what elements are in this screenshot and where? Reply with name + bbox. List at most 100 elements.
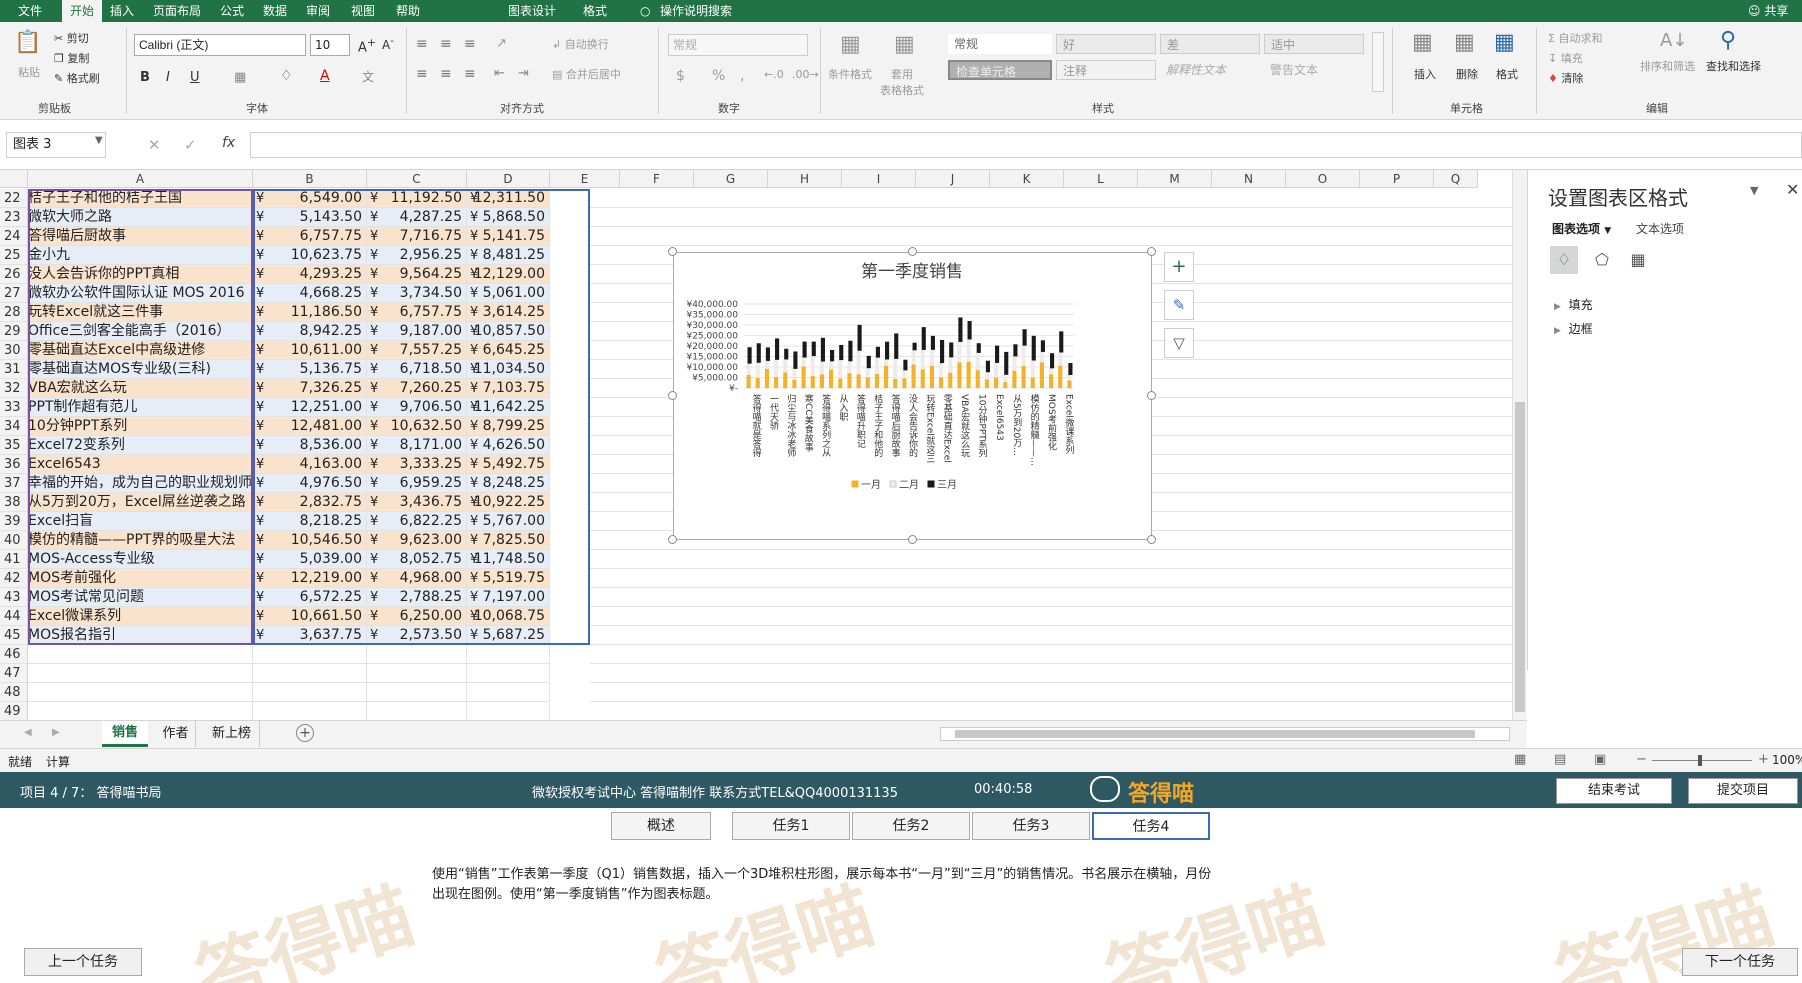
row-header[interactable]: 27 [0,284,28,303]
row-header[interactable]: 48 [0,683,28,702]
sheet-tab-new-list[interactable]: 新上榜 [204,721,260,747]
cell-mar[interactable]: 8,481.25 [467,246,550,265]
column-header-o[interactable]: O [1286,170,1360,188]
cell-title[interactable]: MOS考前强化 [28,569,253,588]
find-select-button[interactable]: 查找和选择 [1706,60,1761,73]
cell-title[interactable]: Excel72变系列 [28,436,253,455]
row-header[interactable]: 34 [0,417,28,436]
row-header[interactable]: 30 [0,341,28,360]
cell-feb[interactable]: 3,734.50 [367,284,467,303]
cell-title[interactable] [28,664,253,683]
cell-feb[interactable]: 7,557.25 [367,341,467,360]
row-header[interactable]: 38 [0,493,28,512]
task-tab-2[interactable]: 任务2 [852,812,970,840]
empty-cells[interactable] [590,626,1512,645]
menu-data[interactable]: 数据 [263,4,288,18]
cell-jan[interactable] [253,645,367,664]
italic-button[interactable]: I [166,70,170,85]
cell-mar[interactable]: 12,311.50 [467,189,550,208]
cell-feb[interactable]: 8,052.75 [367,550,467,569]
cell-mar[interactable]: 6,645.25 [467,341,550,360]
fill-color-icon[interactable]: ♢ [280,68,293,84]
cell-feb[interactable]: 10,632.50 [367,417,467,436]
empty-cells[interactable] [590,550,1512,569]
phonetic-icon[interactable]: 文 [362,70,375,84]
horizontal-scrollbar[interactable] [940,727,1510,741]
share-button[interactable]: ☺ 共享 [1740,0,1796,22]
normal-view-icon[interactable]: ▦ [1514,752,1527,767]
cell-feb[interactable]: 4,968.00 [367,569,467,588]
empty-cells[interactable] [590,645,1512,664]
zoom-level[interactable]: 100% [1772,753,1802,767]
cell-feb[interactable]: 2,788.25 [367,588,467,607]
cell-feb[interactable]: 6,757.75 [367,303,467,322]
style-explanatory[interactable]: 解释性文本 [1166,63,1227,77]
cell-title[interactable]: 模仿的精髓——PPT界的吸星大法 [28,531,253,550]
cell-feb[interactable]: 9,706.50 [367,398,467,417]
cell-mar[interactable]: 3,614.25 [467,303,550,322]
column-header-c[interactable]: C [367,170,467,188]
vertical-scrollbar[interactable] [1512,170,1527,720]
insert-function-button[interactable]: fx [222,135,236,151]
column-header-j[interactable]: J [916,170,990,188]
align-center-icon[interactable]: ≡ [440,66,452,82]
menu-format[interactable]: 格式 [583,4,608,18]
next-sheet-icon[interactable]: ▶ [52,727,60,738]
empty-cells[interactable] [590,208,1512,227]
row-header[interactable]: 33 [0,398,28,417]
cell-mar[interactable]: 12,129.00 [467,265,550,284]
font-color-icon[interactable]: A [320,68,330,84]
menu-help[interactable]: 帮助 [396,4,421,18]
column-header-f[interactable]: F [620,170,694,188]
cell-mar[interactable]: 10,922.25 [467,493,550,512]
align-right-icon[interactable]: ≡ [464,66,476,82]
number-format-select[interactable]: 常规 [668,34,808,56]
bold-button[interactable]: B [140,70,150,85]
cell-title[interactable]: 幸福的开始，成为自己的职业规划师 [28,474,253,493]
cell-mar[interactable] [467,645,550,664]
cell-mar[interactable]: 5,687.25 [467,626,550,645]
sheet-tab-authors[interactable]: 作者 [156,721,196,747]
empty-cells[interactable] [590,588,1512,607]
effects-icon[interactable]: ⬠ [1595,250,1609,269]
underline-button[interactable]: U [190,70,200,85]
cell-title[interactable] [28,683,253,702]
row-header[interactable]: 32 [0,379,28,398]
row-header[interactable]: 31 [0,360,28,379]
cell-jan[interactable]: 4,976.50 [253,474,367,493]
column-header-n[interactable]: N [1212,170,1286,188]
cell-title[interactable]: 零基础直达MOS专业级(三科) [28,360,253,379]
chart-resize-handle[interactable] [1147,391,1156,400]
cell-feb[interactable]: 6,718.50 [367,360,467,379]
column-header-p[interactable]: P [1360,170,1434,188]
cell-jan[interactable]: 2,832.75 [253,493,367,512]
chart-resize-handle[interactable] [668,391,677,400]
cell-title[interactable]: 答得喵后厨故事 [28,227,253,246]
increase-decimal-icon[interactable]: ←.0 [764,68,784,81]
column-header-a[interactable]: A [28,170,253,188]
cell-mar[interactable]: 11,642.25 [467,398,550,417]
cut-button[interactable]: ✂ 剪切 [54,30,89,46]
menu-review[interactable]: 审阅 [306,4,331,18]
menu-formulas[interactable]: 公式 [220,4,245,18]
cell-mar[interactable]: 11,034.50 [467,360,550,379]
page-break-view-icon[interactable]: ▣ [1594,752,1607,767]
cell-title[interactable]: MOS-Access专业级 [28,550,253,569]
cell-title[interactable] [28,702,253,720]
task-tab-4[interactable]: 任务4 [1092,812,1210,840]
cell-mar[interactable]: 10,857.50 [467,322,550,341]
shrink-font-button[interactable]: A- [382,36,394,52]
paste-button[interactable]: 粘贴 [18,66,40,79]
zoom-out-button[interactable]: − [1636,752,1647,767]
menu-chart-design[interactable]: 图表设计 [508,4,557,18]
align-left-icon[interactable]: ≡ [416,66,428,82]
chart-resize-handle[interactable] [908,535,917,544]
row-header[interactable]: 25 [0,246,28,265]
menu-home[interactable]: 开始 [62,0,103,22]
cell-jan[interactable]: 6,757.75 [253,227,367,246]
add-sheet-button[interactable]: + [296,724,314,742]
cell-title[interactable]: 零基础直达Excel中高级进修 [28,341,253,360]
delete-cells-button[interactable]: 删除 [1456,68,1478,81]
row-header[interactable]: 23 [0,208,28,227]
task-tab-3[interactable]: 任务3 [972,812,1090,840]
